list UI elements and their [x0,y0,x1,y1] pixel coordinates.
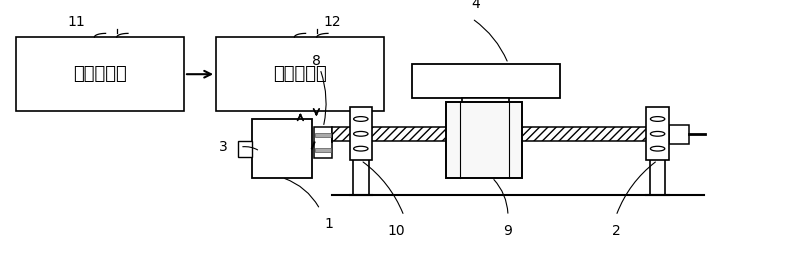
Bar [350,107,372,160]
Bar [238,141,252,157]
Bar [646,107,669,160]
Text: 马达驱动部: 马达驱动部 [273,65,327,83]
Bar [669,125,689,144]
Text: 3: 3 [219,140,228,154]
Text: 12: 12 [323,15,341,29]
Bar [332,127,676,141]
Text: 9: 9 [503,224,513,238]
Text: 11: 11 [67,15,85,29]
Bar [16,37,184,111]
Text: 2: 2 [612,224,620,238]
Text: 10: 10 [387,224,405,238]
Text: 4: 4 [472,0,480,11]
Text: 1: 1 [324,217,333,231]
Bar [252,119,312,178]
Bar [216,37,384,111]
Text: 指令生成部: 指令生成部 [73,65,127,83]
Bar [412,64,560,98]
Bar [315,133,331,137]
Bar [315,148,331,152]
Bar [314,127,332,158]
Text: 8: 8 [311,54,321,68]
Bar [462,98,509,160]
Bar [446,102,522,178]
